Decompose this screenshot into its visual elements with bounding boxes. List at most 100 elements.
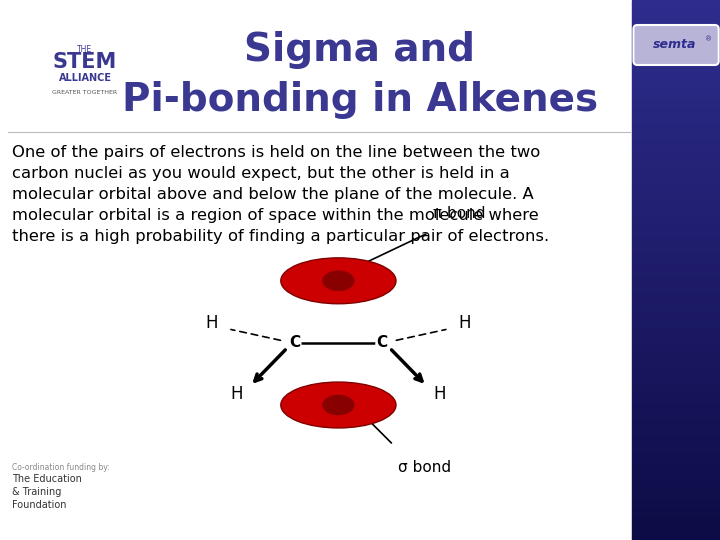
Bar [632, 529, 720, 532]
Bar [632, 16, 720, 19]
Bar [632, 281, 720, 284]
Bar [632, 470, 720, 472]
Bar [632, 127, 720, 130]
Bar [632, 508, 720, 510]
Bar [632, 224, 720, 227]
Bar [632, 265, 720, 267]
Bar [632, 5, 720, 8]
Bar [632, 200, 720, 202]
Bar [632, 467, 720, 470]
Bar [632, 267, 720, 270]
Bar [632, 351, 720, 354]
Bar [632, 181, 720, 184]
Bar [632, 238, 720, 240]
Bar [632, 62, 720, 65]
Bar [632, 202, 720, 205]
Bar [632, 413, 720, 416]
Text: ®: ® [705, 36, 712, 42]
Bar [632, 73, 720, 76]
Bar [632, 197, 720, 200]
Text: π bond: π bond [433, 206, 486, 221]
Bar [632, 148, 720, 151]
Bar [632, 454, 720, 456]
Bar [632, 537, 720, 540]
Bar [632, 59, 720, 62]
Bar [632, 122, 720, 124]
Bar [632, 294, 720, 297]
Bar [632, 456, 720, 459]
Bar [632, 243, 720, 246]
Text: The Education
& Training
Foundation: The Education & Training Foundation [12, 474, 82, 510]
Bar [632, 472, 720, 475]
Bar [632, 211, 720, 213]
Bar [632, 165, 720, 167]
Bar [0, 0, 720, 165]
Bar [632, 451, 720, 454]
Bar [632, 302, 720, 305]
Bar [632, 459, 720, 462]
Text: ALLIANCE: ALLIANCE [58, 73, 112, 83]
Bar [632, 38, 720, 40]
Bar [632, 173, 720, 176]
Bar [632, 400, 720, 402]
Bar [632, 324, 720, 327]
Bar [632, 19, 720, 22]
Bar [632, 397, 720, 400]
Bar [632, 205, 720, 208]
Bar [632, 405, 720, 408]
Bar [632, 22, 720, 24]
Bar [632, 27, 720, 30]
Bar [632, 132, 720, 135]
Bar [632, 521, 720, 524]
Bar [632, 308, 720, 310]
Bar [632, 184, 720, 186]
Bar [632, 70, 720, 73]
Bar [632, 392, 720, 394]
Bar [632, 275, 720, 278]
Bar [632, 486, 720, 489]
Bar [632, 362, 720, 364]
Bar [632, 502, 720, 505]
Bar [632, 346, 720, 348]
Bar [632, 116, 720, 119]
Bar [632, 370, 720, 373]
Bar [632, 248, 720, 251]
Bar [632, 51, 720, 54]
Bar [632, 416, 720, 418]
Bar [632, 154, 720, 157]
Bar [632, 230, 720, 232]
Bar [632, 408, 720, 410]
Bar [632, 32, 720, 35]
Ellipse shape [323, 395, 354, 415]
Bar [632, 213, 720, 216]
Bar [632, 335, 720, 338]
Bar [632, 329, 720, 332]
Bar [632, 475, 720, 478]
Bar [632, 394, 720, 397]
Bar [632, 105, 720, 108]
Bar [632, 178, 720, 181]
Bar [632, 49, 720, 51]
Bar [632, 427, 720, 429]
Bar [632, 462, 720, 464]
Bar [632, 113, 720, 116]
Bar [632, 418, 720, 421]
Bar [632, 151, 720, 154]
Bar [632, 292, 720, 294]
Bar [632, 284, 720, 286]
Bar [632, 167, 720, 170]
Bar [632, 494, 720, 497]
Bar [632, 386, 720, 389]
Bar [632, 402, 720, 405]
Bar [632, 108, 720, 111]
Bar [632, 373, 720, 375]
Bar [632, 429, 720, 432]
Bar [632, 424, 720, 427]
Bar [632, 440, 720, 443]
Bar [632, 186, 720, 189]
Bar [632, 505, 720, 508]
Bar [632, 381, 720, 383]
Ellipse shape [281, 382, 396, 428]
Bar [632, 497, 720, 500]
Bar [632, 0, 720, 3]
